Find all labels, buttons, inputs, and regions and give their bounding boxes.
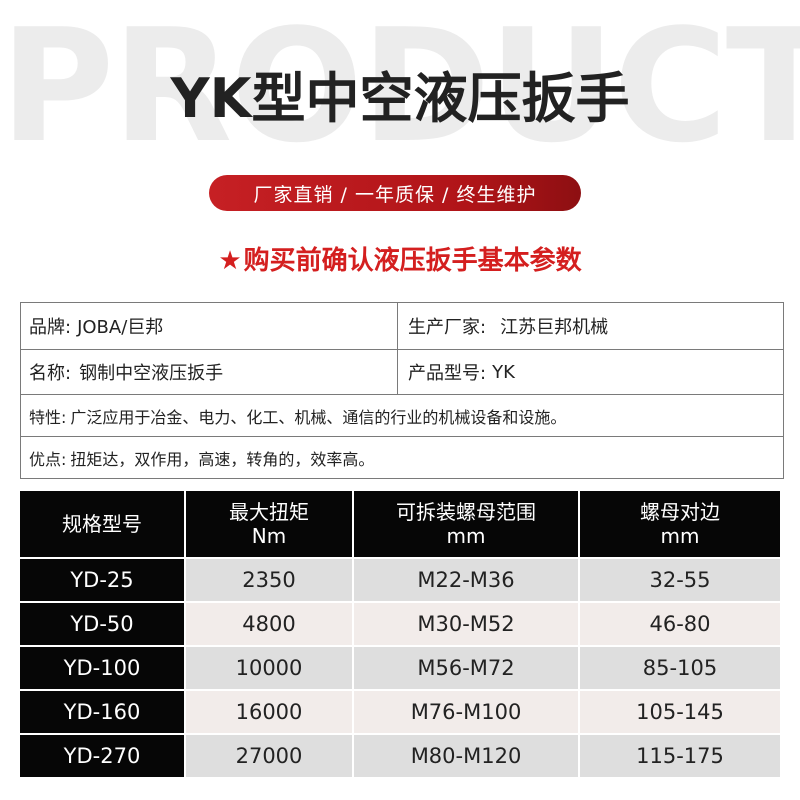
nut-range-cell: M22-M36: [354, 559, 580, 601]
maker-value: 江苏巨邦机械: [500, 317, 609, 338]
nut-flat-cell: 32-55: [580, 559, 780, 601]
header-line1: 最大扭矩: [229, 500, 309, 524]
slogan-banner: 厂家直销 / 一年质保 / 终生维护: [209, 175, 581, 211]
advantage-label: 优点:: [29, 449, 67, 469]
spec-table: 规格型号 最大扭矩 Nm 可拆装螺母范围 mm 螺母对边 mm YD-25 23…: [20, 491, 780, 777]
info-row: 名称: 钢制中空液压扳手 产品型号: YK: [21, 350, 783, 395]
torque-cell: 16000: [186, 691, 354, 733]
notice-text: 购买前确认液压扳手基本参数: [243, 246, 582, 276]
nut-range-cell: M56-M72: [354, 647, 580, 689]
header-line1: 可拆装螺母范围: [396, 500, 536, 524]
table-row: YD-25 2350 M22-M36 32-55: [20, 557, 780, 601]
maker-label: 生产厂家:: [408, 317, 487, 338]
torque-cell: 4800: [186, 603, 354, 645]
nut-range-cell: M76-M100: [354, 691, 580, 733]
torque-cell: 27000: [186, 735, 354, 777]
header-line2: mm: [446, 524, 486, 548]
feature-label: 特性:: [29, 407, 67, 427]
nut-flat-cell: 46-80: [580, 603, 780, 645]
table-row: YD-270 27000 M80-M120 115-175: [20, 733, 780, 777]
brand-label: 品牌:: [29, 317, 72, 338]
header-cell-torque: 最大扭矩 Nm: [186, 491, 354, 557]
info-row: 优点: 扭矩达，双作用，高速，转角的，效率高。: [21, 437, 783, 478]
brand-value: JOBA/巨邦: [77, 317, 164, 338]
nut-range-cell: M80-M120: [354, 735, 580, 777]
table-row: YD-50 4800 M30-M52 46-80: [20, 601, 780, 645]
header-line2: mm: [660, 524, 700, 548]
slogan-text: 厂家直销 / 一年质保 / 终生维护: [253, 183, 537, 206]
model-value: YK: [492, 361, 515, 383]
nut-range-cell: M30-M52: [354, 603, 580, 645]
model-cell: YD-100: [20, 647, 186, 689]
nut-flat-cell: 85-105: [580, 647, 780, 689]
header-cell-nut-range: 可拆装螺母范围 mm: [354, 491, 580, 557]
model-cell: YD-50: [20, 603, 186, 645]
model-label: 产品型号:: [408, 363, 487, 384]
notice-heading: ★购买前确认液压扳手基本参数: [0, 248, 800, 274]
brand-cell: 品牌: JOBA/巨邦: [21, 303, 398, 349]
background-watermark-word: PRODUCT: [0, 0, 800, 177]
maker-cell: 生产厂家: 江苏巨邦机械: [398, 303, 783, 349]
name-label: 名称:: [29, 363, 72, 384]
model-cell: YD-270: [20, 735, 186, 777]
header-line1: 规格型号: [62, 512, 142, 536]
header-cell-model: 规格型号: [20, 491, 186, 557]
info-row: 特性: 广泛应用于冶金、电力、化工、机械、通信的行业的机械设备和设施。: [21, 395, 783, 437]
advantage-cell: 优点: 扭矩达，双作用，高速，转角的，效率高。: [21, 437, 783, 478]
header-cell-nut-flat: 螺母对边 mm: [580, 491, 780, 557]
name-value: 钢制中空液压扳手: [79, 363, 224, 384]
spec-header-row: 规格型号 最大扭矩 Nm 可拆装螺母范围 mm 螺母对边 mm: [20, 491, 780, 557]
feature-value: 广泛应用于冶金、电力、化工、机械、通信的行业的机械设备和设施。: [70, 407, 567, 427]
model-cell: YD-25: [20, 559, 186, 601]
star-icon: ★: [218, 246, 242, 276]
model-cell: 产品型号: YK: [398, 350, 783, 394]
feature-cell: 特性: 广泛应用于冶金、电力、化工、机械、通信的行业的机械设备和设施。: [21, 395, 783, 436]
header-line2: Nm: [251, 524, 287, 548]
model-cell: YD-160: [20, 691, 186, 733]
table-row: YD-100 10000 M56-M72 85-105: [20, 645, 780, 689]
info-row: 品牌: JOBA/巨邦 生产厂家: 江苏巨邦机械: [21, 303, 783, 350]
torque-cell: 10000: [186, 647, 354, 689]
page-title: YK型中空液压扳手: [170, 67, 630, 130]
table-row: YD-160 16000 M76-M100 105-145: [20, 689, 780, 733]
header-line1: 螺母对边: [640, 500, 720, 524]
torque-cell: 2350: [186, 559, 354, 601]
nut-flat-cell: 105-145: [580, 691, 780, 733]
name-cell: 名称: 钢制中空液压扳手: [21, 350, 398, 394]
nut-flat-cell: 115-175: [580, 735, 780, 777]
basic-info-table: 品牌: JOBA/巨邦 生产厂家: 江苏巨邦机械 名称: 钢制中空液压扳手 产品…: [20, 302, 784, 479]
advantage-value: 扭矩达，双作用，高速，转角的，效率高。: [70, 449, 375, 469]
